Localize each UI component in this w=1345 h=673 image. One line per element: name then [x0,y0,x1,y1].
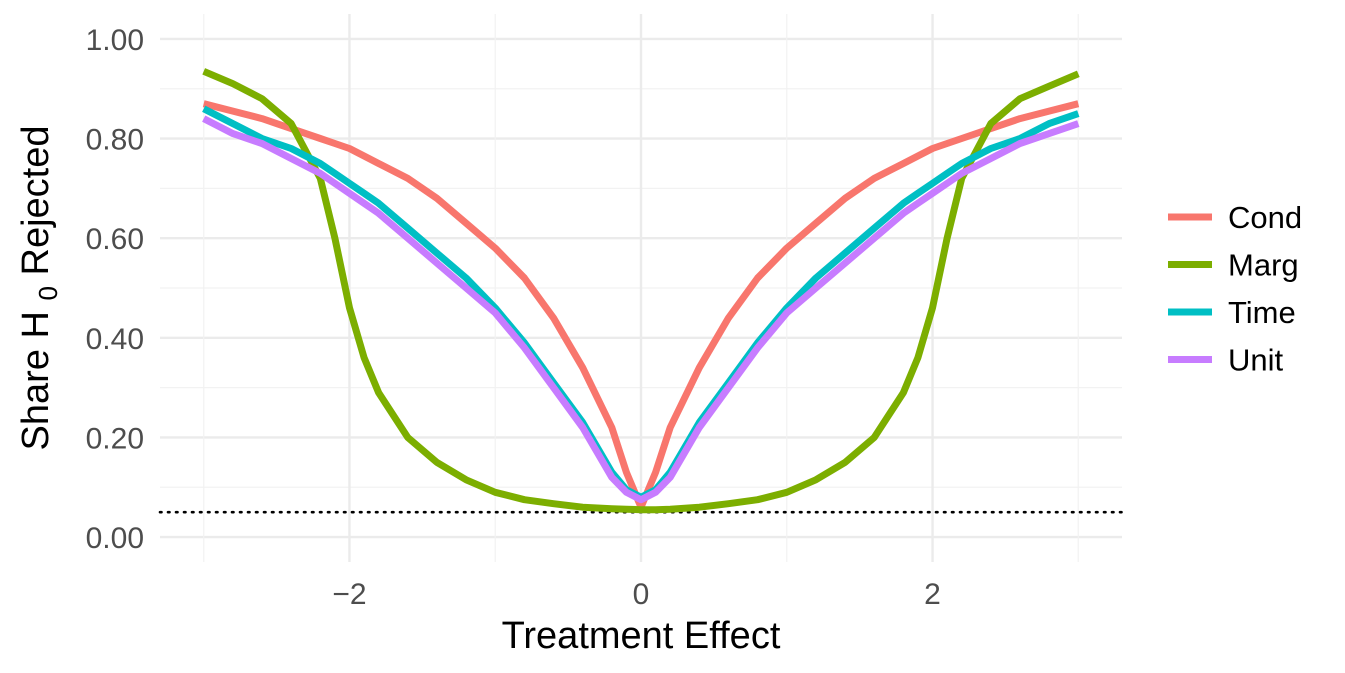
legend-label-unit: Unit [1228,343,1284,378]
y-tick-label: 0.80 [86,124,144,157]
y-tick-label: 1.00 [86,24,144,57]
legend-label-time: Time [1228,295,1296,330]
x-tick-label: 0 [633,578,650,611]
legend-label-cond: Cond [1228,200,1302,235]
legend: Cond Marg Time Unit [1168,200,1302,378]
x-tick-label: 2 [924,578,941,611]
x-tick-labels: −2 0 2 [332,578,940,611]
series-line-unit [202,115,1080,504]
y-axis-title: Share H 0 Rejected [15,126,66,451]
y-axis-title-subscript: 0 [33,286,63,300]
y-tick-label: 0.60 [86,223,144,256]
legend-label-marg: Marg [1228,248,1299,283]
x-axis-title: Treatment Effect [502,615,781,657]
y-tick-label: 0.00 [86,522,144,555]
y-axis-title-part: Share H [15,311,57,450]
y-tick-labels: 0.00 0.20 0.40 0.60 0.80 1.00 [86,24,144,555]
y-tick-label: 0.20 [86,422,144,455]
x-tick-label: −2 [332,578,366,611]
y-axis-title-part: Rejected [15,126,57,276]
series-group [202,68,1080,514]
grid [160,14,1122,562]
y-tick-label: 0.40 [86,323,144,356]
series-line-marg [202,68,1080,514]
